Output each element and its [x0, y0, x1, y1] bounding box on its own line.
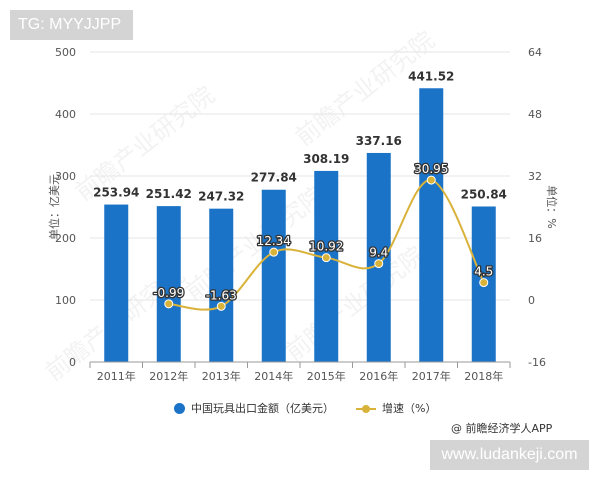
bar-value-label: 308.19: [303, 152, 349, 166]
legend-bar-label: 中国玩具出口金额（亿美元）: [191, 402, 334, 415]
bar-value-label: 277.84: [251, 171, 297, 185]
legend-bar-swatch: [174, 402, 185, 414]
bar-value-label: 337.16: [356, 134, 402, 148]
growth-point: [321, 253, 331, 263]
x-tick-label: 2013年: [202, 369, 241, 383]
y-left-tick-label: 400: [55, 108, 76, 121]
x-tick-label: 2011年: [97, 369, 136, 383]
x-tick-label: 2017年: [412, 369, 451, 383]
watermark-text: 前瞻产业研究院: [280, 241, 430, 366]
legend: 中国玩具出口金额（亿美元） 增速（%）: [174, 400, 436, 416]
growth-value-label: -1.63: [206, 288, 237, 302]
x-tick-label: 2016年: [359, 369, 398, 383]
axes: 0 100 200 300 400 500 -16 0 16 32 48 64 单位：亿美元 单位：% 20…: [47, 46, 559, 383]
line-series: [164, 175, 489, 311]
growth-point: [479, 278, 489, 288]
y-left-axis-title: 单位：亿美元: [47, 174, 61, 240]
y-left-tick-label: 200: [55, 232, 76, 245]
bar-value-label: 251.42: [146, 187, 192, 201]
bar: [104, 204, 129, 362]
bar: [314, 170, 339, 362]
y-left-tick-label: 100: [55, 294, 76, 307]
growth-value-label: -0.99: [153, 286, 184, 300]
y-right-tick-label: -16: [528, 356, 546, 369]
x-tick-label: 2012年: [149, 369, 188, 383]
y-right-tick-label: 16: [528, 232, 542, 245]
growth-point: [164, 299, 174, 309]
bar: [209, 208, 234, 362]
source-label: @ 前瞻经济学人APP: [451, 422, 553, 435]
growth-value-label: 12.34: [257, 234, 291, 248]
growth-value-label: 9.4: [369, 246, 388, 260]
tag-label: TG: MYYJJPP: [10, 10, 133, 40]
growth-point: [216, 301, 226, 311]
bar-value-label: 253.94: [93, 186, 139, 200]
site-label: www.ludankeji.com: [430, 440, 589, 470]
bar: [366, 152, 391, 362]
bar-value-label: 250.84: [461, 187, 507, 201]
bar: [261, 189, 286, 362]
x-tick-label: 2014年: [254, 369, 293, 383]
combo-chart: 前瞻产业研究院前瞻产业研究院前瞻产业研究院前瞻产业研究院前瞻产业研究院 0100…: [40, 26, 559, 386]
growth-point: [269, 247, 279, 257]
data-labels: 253.94 251.42 247.32 277.84 308.19 337.16 441.…: [93, 69, 507, 303]
growth-value-label: 30.95: [414, 162, 448, 176]
y-right-tick-label: 0: [528, 294, 535, 307]
bar-value-label: 247.32: [198, 190, 244, 204]
growth-point: [374, 259, 384, 269]
y-left-tick-label: 500: [55, 46, 76, 59]
y-left-tick-label: 300: [55, 170, 76, 183]
growth-point: [426, 175, 436, 185]
growth-value-label: 10.92: [309, 240, 343, 254]
y-right-tick-label: 48: [528, 108, 542, 121]
bar-series: [104, 88, 496, 362]
y-left-tick-label: 0: [69, 356, 76, 369]
legend-line-label: 增速（%）: [382, 402, 437, 415]
y-right-tick-label: 64: [528, 46, 542, 59]
bar: [156, 206, 181, 362]
y-right-tick-label: 32: [528, 170, 542, 183]
legend-line-swatch: [356, 403, 376, 414]
watermark-text: 前瞻产业研究院: [290, 26, 440, 151]
x-tick-label: 2015年: [307, 369, 346, 383]
bar: [419, 88, 444, 362]
bar-value-label: 441.52: [408, 69, 454, 83]
growth-value-label: 4.5: [474, 265, 493, 279]
x-tick-label: 2018年: [464, 369, 503, 383]
y-right-axis-title: 单位：%: [545, 185, 559, 228]
